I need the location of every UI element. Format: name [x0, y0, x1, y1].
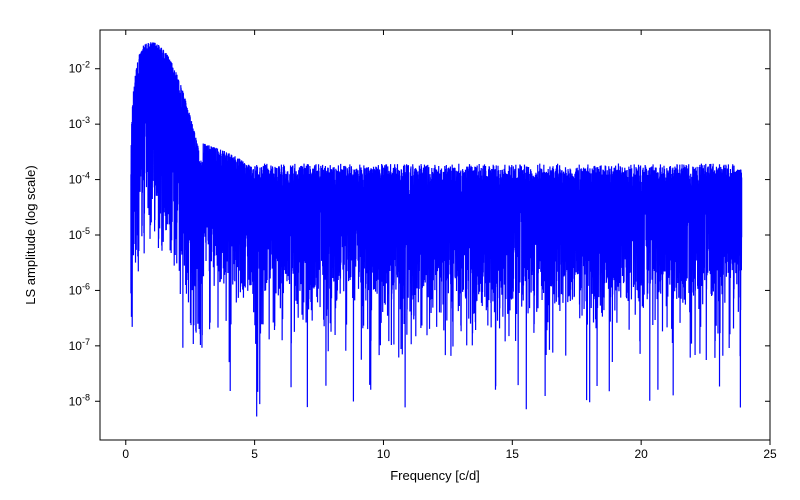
y-axis-label: LS amplitude (log scale) — [23, 165, 38, 304]
x-axis-label: Frequency [c/d] — [390, 468, 480, 483]
x-tick-label: 25 — [763, 447, 777, 461]
x-tick-label: 15 — [506, 447, 520, 461]
chart-container: 051015202510-810-710-610-510-410-310-2Fr… — [0, 0, 800, 500]
x-tick-label: 5 — [251, 447, 258, 461]
x-tick-label: 10 — [377, 447, 391, 461]
x-tick-label: 0 — [122, 447, 129, 461]
x-tick-label: 20 — [634, 447, 648, 461]
periodogram-chart: 051015202510-810-710-610-510-410-310-2Fr… — [0, 0, 800, 500]
